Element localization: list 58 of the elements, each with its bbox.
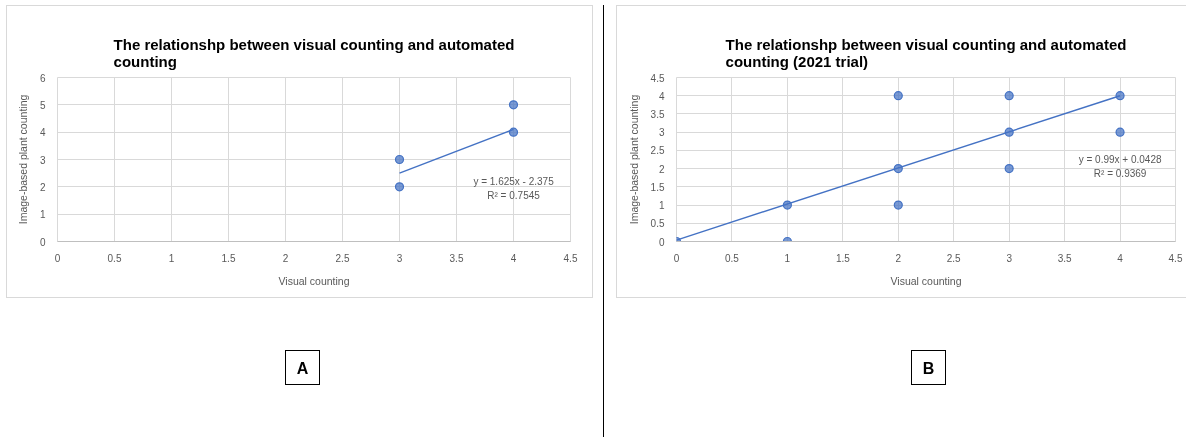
annotation: R² = 0.9369 (1093, 168, 1147, 179)
annotation: R² = 0.7545 (487, 189, 541, 201)
annotation: y = 0.99x + 0.0428 (1078, 154, 1162, 165)
y-tick-label: 0 (658, 236, 665, 248)
y-tick-label: 4 (658, 90, 665, 102)
point (1004, 164, 1014, 174)
x-tick-label: 0 (54, 252, 61, 264)
x-tick-label: 4.5 (563, 252, 578, 264)
y-tick-label: 1 (658, 200, 665, 212)
chart-title: The relationshp between visual counting and automated counting (113, 35, 515, 70)
y-axis-title: Image-based plant counting (16, 94, 29, 225)
point (394, 154, 405, 165)
y-tick-label: 2 (39, 181, 46, 193)
y-tick-label: 3 (658, 127, 665, 139)
y-tick-label: 5 (39, 99, 46, 111)
x-tick-label: 3 (396, 252, 403, 264)
x-axis-title: Visual counting (890, 274, 962, 287)
x-tick-label: 1 (168, 252, 175, 264)
y-tick-label: 1.5 (650, 181, 665, 193)
x-axis-title: Visual counting (278, 274, 350, 287)
x-tick-label: 4 (510, 252, 517, 264)
y-tick-label: 6 (39, 72, 46, 84)
x-tick-label: 0 (673, 252, 680, 264)
x-tick-label: 2.5 (335, 252, 350, 264)
y-tick-label: 0.5 (650, 218, 665, 230)
point (1115, 127, 1125, 137)
y-tick-label: 4.5 (650, 72, 665, 84)
point (508, 100, 519, 110)
x-tick-label: 4 (1117, 252, 1124, 264)
y-tick-label: 1 (39, 209, 46, 221)
x-tick-label: 2.5 (946, 252, 962, 264)
point (1004, 91, 1014, 101)
x-tick-label: 1.5 (221, 252, 236, 264)
point (1115, 91, 1125, 101)
y-tick-label: 0 (39, 236, 46, 248)
text: B (911, 350, 946, 385)
x-tick-label: 3.5 (449, 252, 464, 264)
x-tick-label: 3 (1006, 252, 1013, 264)
y-axis-title: Image-based plant counting (627, 94, 640, 225)
point (893, 200, 903, 210)
point (394, 182, 405, 192)
annotation: y = 1.625x - 2.375 (473, 175, 555, 187)
y-tick-label: 2.5 (650, 145, 665, 157)
x-tick-label: 2 (895, 252, 902, 264)
y-tick-label: 2 (658, 163, 665, 175)
x-tick-label: 0.5 (107, 252, 122, 264)
x-tick-label: 0.5 (724, 252, 740, 264)
x-tick-label: 4.5 (1168, 252, 1183, 264)
chart-title: The relationshp between visual counting and automated counting (2021 trial) (725, 35, 1127, 70)
y-tick-label: 3 (39, 154, 46, 166)
x-tick-label: 3.5 (1057, 252, 1072, 264)
point (893, 91, 903, 101)
text: A (285, 350, 320, 385)
x-tick-label: 1.5 (835, 252, 851, 264)
y-tick-label: 3.5 (650, 108, 665, 120)
x-tick-label: 1 (784, 252, 791, 264)
x-tick-label: 2 (282, 252, 289, 264)
y-tick-label: 4 (39, 127, 46, 139)
